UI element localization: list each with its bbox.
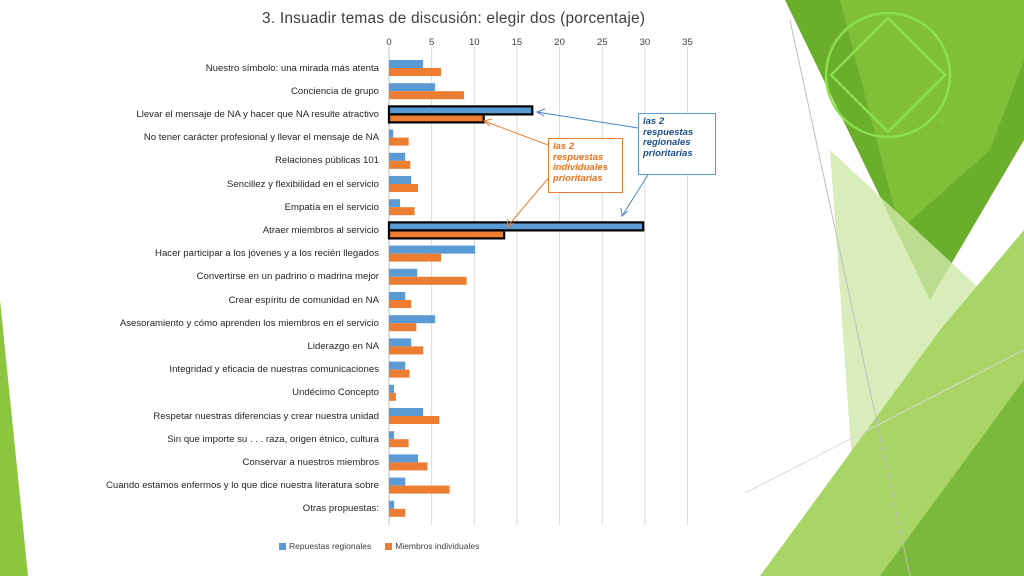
category-label: Conservar a nuestros miembros [242, 456, 380, 468]
arrowhead-blue-1 [535, 108, 546, 117]
bar-individual [389, 323, 417, 332]
category-label: Sencillez y flexibilidad en el servicio [227, 178, 379, 190]
bar-regional [389, 431, 395, 440]
callout-arrows [482, 108, 649, 228]
bar-regional [389, 60, 424, 68]
bar-individual [387, 229, 506, 240]
arrow-orange-2 [506, 174, 552, 228]
category-label: Empatía en el servicio [284, 201, 379, 213]
arrow-blue-1 [536, 111, 639, 129]
legend-item-individual: Miembros individuales [385, 541, 479, 551]
bar-individual [389, 439, 409, 448]
deco-left-strip [0, 300, 28, 576]
x-tick-label: 25 [596, 37, 608, 48]
bar-individual [389, 160, 411, 169]
arrowhead-orange-1 [482, 118, 493, 127]
category-label: Cuando estamos enfermos y lo que dice nu… [105, 480, 379, 492]
category-label: Hacer participar a los jóvenes y a los r… [155, 248, 379, 260]
registered-mark: ® [939, 116, 947, 127]
bar-regional [389, 176, 412, 184]
bar-regional [387, 105, 534, 116]
category-label: Nuestro símbolo: una mirada más atenta [205, 62, 379, 74]
deco-line [744, 349, 1024, 494]
legend-swatch-regional [279, 542, 286, 550]
bar-individual [389, 462, 428, 471]
bar-regional [389, 268, 418, 277]
category-label: Sin que importe su . . . raza, origen ét… [167, 433, 379, 445]
legend-label-individual: Miembros individuales [395, 541, 480, 551]
bar-individual [389, 369, 410, 378]
bar-individual [389, 253, 442, 262]
x-tick-label: 20 [554, 37, 565, 48]
category-label: Convertirse en un padrino o madrina mejo… [196, 271, 379, 283]
category-label: Otras propuestas: [302, 503, 379, 515]
bar-individual [389, 508, 406, 517]
callout-regional: las 2 respuestas regionales prioritarias [638, 113, 716, 175]
bar-regional [389, 408, 424, 416]
bar-individual [389, 137, 409, 146]
bar-individual [389, 207, 415, 216]
bar-regional [389, 245, 476, 254]
bar-individual [387, 113, 485, 124]
arrowhead-orange-2 [506, 218, 515, 228]
legend-label-regional: Repuestas regionales [289, 541, 372, 551]
bar-individual [389, 392, 396, 401]
category-label: Respetar nuestras diferencias y crear nu… [153, 410, 379, 422]
bar-regional [389, 384, 395, 393]
legend-swatch-individual [385, 542, 393, 550]
bar-individual [389, 416, 440, 424]
bar-individual [389, 300, 412, 308]
arrow-orange-1 [483, 120, 549, 146]
arrow-blue-2 [621, 174, 649, 217]
bars [387, 60, 645, 517]
category-label: Crear espíritu de comunidad en NA [228, 294, 379, 306]
bar-individual [389, 184, 419, 192]
callout-individual: las 2 respuestas individuales prioritari… [548, 138, 623, 193]
x-tick-label: 0 [386, 37, 392, 48]
bar-regional [389, 477, 406, 486]
category-label: No tener carácter profesional y llevar e… [143, 132, 379, 144]
category-label: Integridad y eficacia de nuestras comuni… [169, 364, 379, 376]
bar-regional [387, 221, 645, 232]
bar-regional [389, 500, 395, 509]
arrowhead-blue-2 [620, 207, 629, 217]
category-label: Conciencia de grupo [290, 85, 379, 97]
bar-regional [389, 454, 419, 463]
bar-individual [389, 346, 424, 355]
x-tick-label: 35 [682, 37, 693, 48]
deco-right-mid [840, 0, 1024, 230]
legend-item-regional: Repuestas regionales [279, 541, 371, 551]
category-label: Atraer miembros al servicio [262, 224, 379, 236]
bar-regional [389, 199, 401, 208]
na-diamond-circle-logo [824, 11, 952, 139]
x-tick-label: 10 [469, 37, 480, 48]
legend: Repuestas regionales Miembros individual… [279, 541, 479, 551]
bar-individual [389, 91, 465, 100]
deco-right-bottom [880, 380, 1024, 576]
category-label: Relaciones públicas 101 [275, 155, 379, 167]
x-tick-label: 5 [428, 37, 435, 48]
category-label: Asesoramiento y cómo aprenden los miembr… [119, 317, 379, 329]
deco-line [789, 19, 911, 576]
bar-individual [389, 276, 467, 285]
category-label: Liderazgo en NA [307, 340, 379, 352]
bar-individual [389, 68, 442, 76]
category-label: Undécimo Concepto [292, 387, 379, 399]
bar-regional [389, 315, 436, 324]
bar-regional [389, 361, 406, 370]
category-label: Llevar el mensaje de NA y hacer que NA r… [136, 108, 379, 120]
bar-regional [389, 338, 412, 347]
x-tick-label: 15 [511, 37, 523, 48]
bar-individual [389, 485, 450, 494]
bar-regional [389, 129, 394, 138]
bar-regional [389, 83, 436, 92]
chart-title: 3. Insuadir temas de discusión: elegir d… [262, 10, 646, 27]
bar-regional [389, 152, 406, 161]
bar-regional [389, 292, 406, 300]
x-tick-label: 30 [639, 37, 651, 48]
